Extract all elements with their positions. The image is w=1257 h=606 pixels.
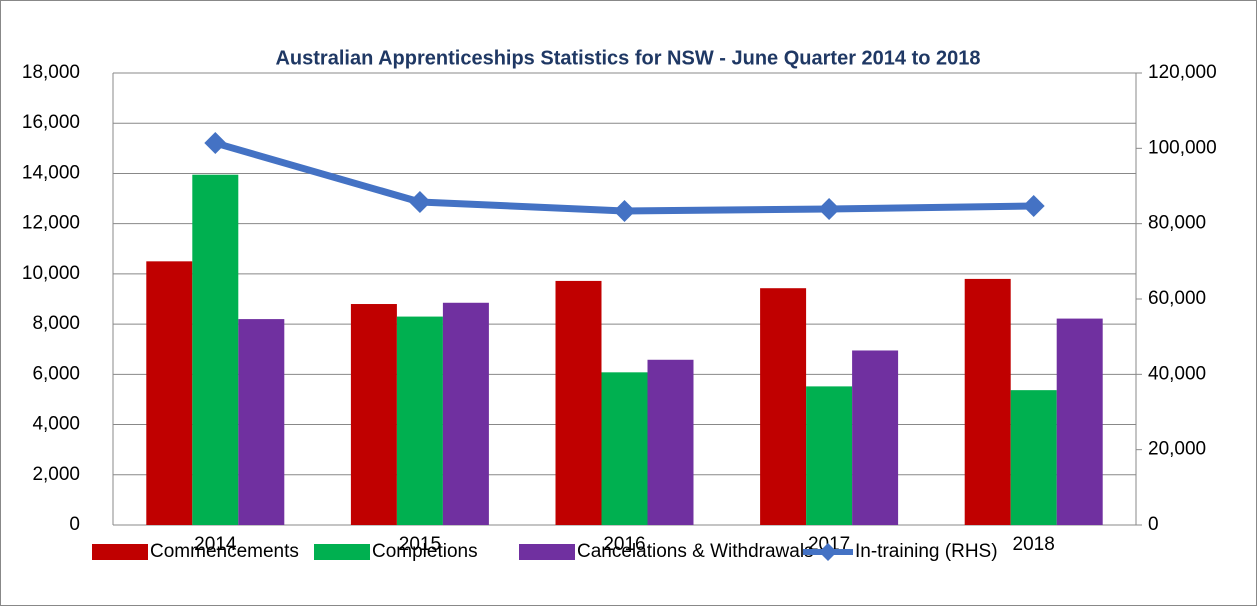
y-tick-label: 18,000 bbox=[22, 62, 80, 83]
bar bbox=[647, 359, 694, 525]
bar bbox=[1056, 318, 1103, 525]
legend-label: Cancelations & Withdrawals bbox=[577, 541, 814, 562]
marker bbox=[1022, 195, 1045, 218]
bar bbox=[806, 386, 853, 525]
bar bbox=[964, 278, 1011, 525]
y2-tick-label: 80,000 bbox=[1148, 213, 1206, 234]
bar bbox=[760, 288, 807, 525]
bar bbox=[1010, 390, 1057, 525]
legend-swatch bbox=[92, 544, 148, 560]
y-tick-label: 4,000 bbox=[32, 414, 80, 435]
marker bbox=[818, 197, 841, 220]
bar bbox=[442, 302, 489, 525]
legend-marker bbox=[819, 543, 837, 561]
y-tick-label: 0 bbox=[69, 514, 80, 535]
bar bbox=[396, 316, 443, 525]
y2-tick-label: 20,000 bbox=[1148, 439, 1206, 460]
y2-tick-label: 60,000 bbox=[1148, 288, 1206, 309]
bar bbox=[350, 304, 397, 525]
y-tick-label: 14,000 bbox=[22, 162, 80, 183]
legend-label: Completions bbox=[372, 541, 478, 562]
legend-swatch bbox=[519, 544, 575, 560]
marker bbox=[204, 132, 227, 155]
marker bbox=[408, 191, 431, 214]
x-tick-label: 2015 bbox=[399, 534, 441, 555]
y2-tick-label: 0 bbox=[1148, 514, 1159, 535]
legend-label: Commencements bbox=[150, 541, 299, 562]
bar bbox=[852, 350, 899, 525]
marker bbox=[613, 200, 636, 223]
bar bbox=[146, 261, 193, 525]
x-tick-label: 2018 bbox=[1013, 534, 1055, 555]
bar bbox=[238, 319, 285, 525]
bar bbox=[192, 174, 239, 525]
y-tick-label: 8,000 bbox=[32, 313, 80, 334]
y2-tick-label: 100,000 bbox=[1148, 137, 1217, 158]
legend-label: In-training (RHS) bbox=[855, 541, 998, 562]
chart-title: Australian Apprenticeships Statistics fo… bbox=[275, 47, 980, 69]
y-tick-label: 12,000 bbox=[22, 213, 80, 234]
x-tick-label: 2014 bbox=[194, 534, 237, 555]
y-tick-label: 6,000 bbox=[32, 363, 80, 384]
y-tick-label: 16,000 bbox=[22, 112, 80, 133]
y-tick-label: 2,000 bbox=[32, 464, 80, 485]
legend-swatch bbox=[314, 544, 370, 560]
bar bbox=[601, 372, 648, 525]
y2-tick-label: 120,000 bbox=[1148, 62, 1217, 83]
x-tick-label: 2016 bbox=[603, 534, 645, 555]
y-tick-label: 10,000 bbox=[22, 263, 80, 284]
bar bbox=[555, 280, 602, 525]
y2-tick-label: 40,000 bbox=[1148, 363, 1206, 384]
